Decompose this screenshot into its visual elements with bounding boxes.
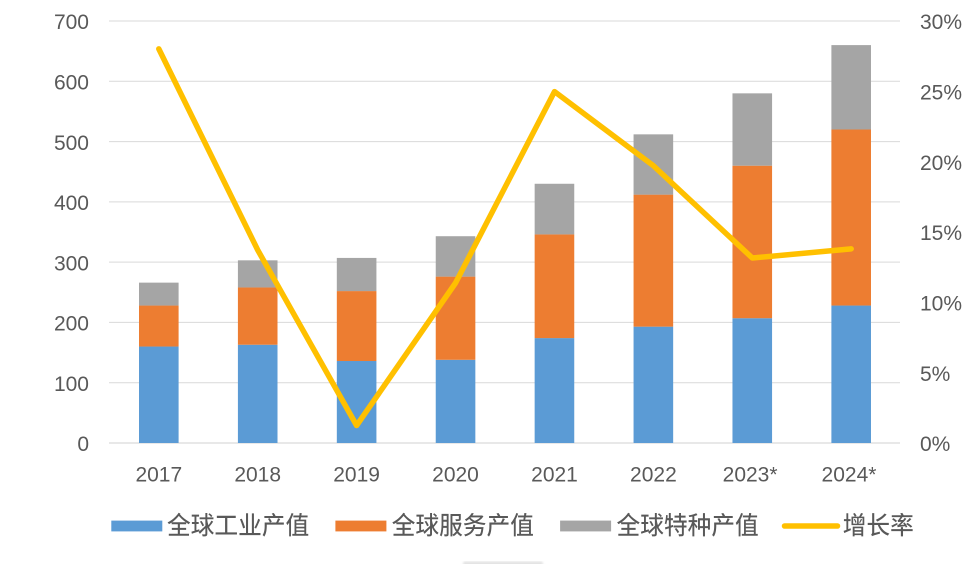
- svg-text:0: 0: [77, 433, 89, 456]
- svg-text:2017: 2017: [135, 463, 182, 486]
- svg-text:15%: 15%: [920, 222, 962, 245]
- svg-text:600: 600: [54, 71, 89, 94]
- svg-text:500: 500: [54, 132, 89, 155]
- svg-text:10%: 10%: [920, 293, 962, 316]
- svg-text:200: 200: [54, 313, 89, 336]
- svg-text:30%: 30%: [920, 11, 962, 34]
- svg-text:5%: 5%: [920, 363, 950, 386]
- svg-text:2021: 2021: [531, 463, 578, 486]
- svg-text:2018: 2018: [234, 463, 281, 486]
- svg-text:0%: 0%: [920, 433, 950, 456]
- svg-text:2024*: 2024*: [822, 463, 877, 486]
- svg-text:2019: 2019: [333, 463, 380, 486]
- svg-text:2023*: 2023*: [723, 463, 778, 486]
- svg-text:100: 100: [54, 373, 89, 396]
- svg-text:25%: 25%: [920, 82, 962, 105]
- svg-text:2020: 2020: [432, 463, 479, 486]
- svg-text:400: 400: [54, 192, 89, 215]
- svg-text:20%: 20%: [920, 152, 962, 175]
- svg-text:2022: 2022: [630, 463, 677, 486]
- svg-text:700: 700: [54, 11, 89, 34]
- svg-text:300: 300: [54, 252, 89, 275]
